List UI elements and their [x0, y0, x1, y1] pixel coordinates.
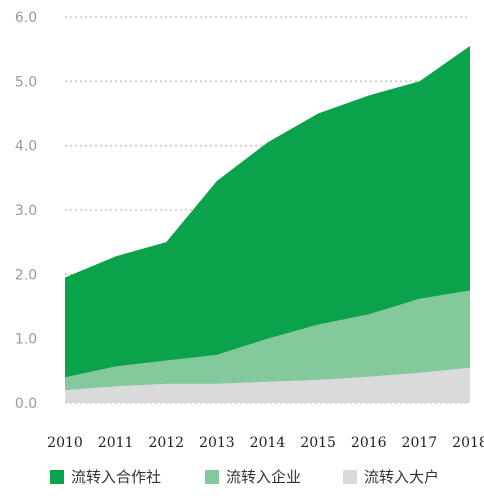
- legend-item-3: 流转入大户: [343, 468, 439, 486]
- y-tick-label: 5.0: [15, 74, 37, 90]
- legend-swatch: [205, 470, 219, 484]
- x-tick-label: 2018: [452, 435, 484, 451]
- x-tick-label: 2015: [300, 435, 336, 451]
- legend-item-1: 流转入合作社: [50, 468, 161, 486]
- legend-swatch: [343, 470, 357, 484]
- area-series-2: [65, 290, 470, 403]
- x-tick-label: 2011: [98, 435, 134, 451]
- area-series: [65, 45, 470, 403]
- y-axis-ticks: 0.0 1.0 2.0 3.0 4.0 5.0 6.0: [15, 10, 37, 412]
- y-tick-label: 3.0: [15, 203, 37, 219]
- legend-label: 流转入合作社: [71, 468, 161, 486]
- x-tick-label: 2010: [47, 435, 83, 451]
- y-tick-label: 6.0: [15, 10, 37, 26]
- x-tick-label: 2012: [148, 435, 184, 451]
- y-tick-label: 2.0: [15, 267, 37, 283]
- legend-swatch: [50, 470, 64, 484]
- legend-label: 流转入企业: [226, 468, 301, 486]
- x-axis-ticks: 2010 2011 2012 2013 2014 2015 2016 2017 2018: [47, 435, 484, 451]
- legend-label: 流转入大户: [364, 468, 439, 486]
- y-tick-label: 0.0: [15, 396, 37, 412]
- y-tick-label: 4.0: [15, 139, 37, 155]
- area-series-1: [65, 45, 470, 403]
- legend: 流转入合作社 流转入企业 流转入大户: [50, 468, 439, 486]
- x-tick-label: 2016: [351, 435, 387, 451]
- x-tick-label: 2017: [402, 435, 438, 451]
- x-tick-label: 2014: [250, 435, 286, 451]
- legend-item-2: 流转入企业: [205, 468, 301, 486]
- x-tick-label: 2013: [199, 435, 235, 451]
- area-series-3: [65, 367, 470, 403]
- y-tick-label: 1.0: [15, 332, 37, 348]
